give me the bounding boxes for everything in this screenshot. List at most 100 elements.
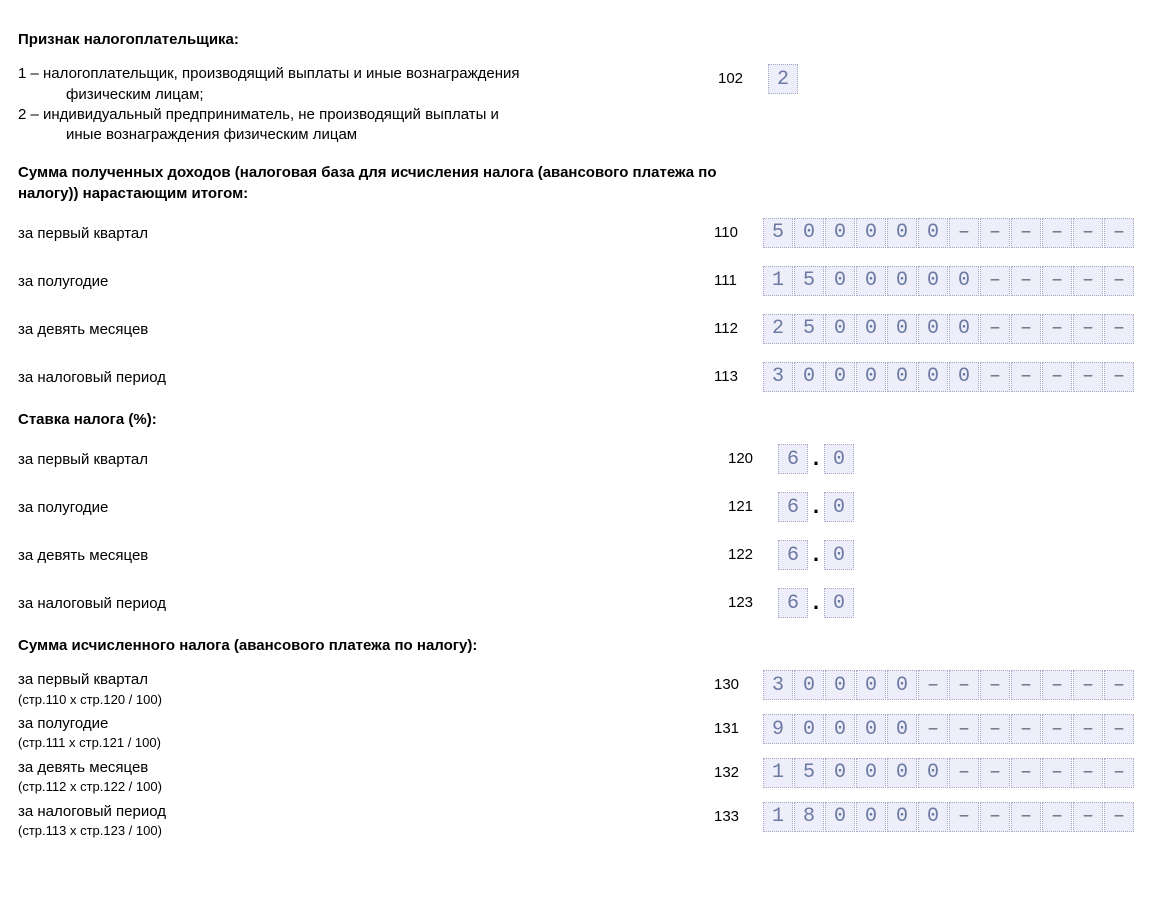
value-cell: –	[949, 758, 979, 788]
row-cells: 90000–––––––	[763, 714, 1135, 744]
value-cell: –	[1073, 802, 1103, 832]
value-cell: 0	[856, 266, 886, 296]
form-row: за налоговый период1236.0	[18, 588, 1135, 618]
value-cell: 3	[763, 362, 793, 392]
value-cell: 0	[887, 670, 917, 700]
row-cells: 1500000–––––	[763, 266, 1135, 296]
value-cell: 9	[763, 714, 793, 744]
value-cell: 0	[918, 266, 948, 296]
value-cell: 0	[856, 670, 886, 700]
row-code: 111	[714, 266, 763, 289]
value-cell: –	[1104, 218, 1134, 248]
value-cell: –	[1011, 802, 1041, 832]
value-cell: 0	[887, 266, 917, 296]
row-cells: 2500000–––––	[763, 314, 1135, 344]
row-code: 123	[728, 588, 778, 611]
value-cell: 0	[856, 314, 886, 344]
row-hint: (стр.111 х стр.121 / 100)	[18, 734, 704, 752]
row-code: 112	[714, 314, 763, 337]
value-cell: 5	[794, 758, 824, 788]
value-cell: 0	[825, 362, 855, 392]
form-row: за первый квартал1206.0	[18, 444, 1135, 474]
value-cell: –	[980, 714, 1010, 744]
value-cell: –	[1104, 314, 1134, 344]
row-label: за девять месяцев	[18, 540, 728, 566]
value-cell: 0	[856, 218, 886, 248]
value-cell: 5	[794, 314, 824, 344]
row-hint: (стр.110 х стр.120 / 100)	[18, 691, 704, 709]
value-cell: 0	[887, 362, 917, 392]
row-label-text: за первый квартал	[18, 670, 704, 690]
value-cell: –	[1011, 714, 1041, 744]
value-cell: 0	[856, 758, 886, 788]
rate-title: Ставка налога (%):	[18, 410, 1135, 430]
value-cell: –	[1073, 758, 1103, 788]
value-cell: .	[809, 492, 823, 522]
value-cell: –	[918, 670, 948, 700]
value-cell: 6	[778, 588, 808, 618]
row-label: за девять месяцев(стр.112 х стр.122 / 10…	[18, 758, 714, 796]
value-cell: 0	[887, 714, 917, 744]
value-cell: –	[1011, 362, 1041, 392]
value-cell: 0	[825, 266, 855, 296]
form-row: за полугодие1111500000–––––	[18, 266, 1135, 296]
value-cell: .	[809, 444, 823, 474]
value-cell: –	[1011, 266, 1041, 296]
value-cell: 0	[825, 218, 855, 248]
value-cell: –	[980, 266, 1010, 296]
row-hint: (стр.112 х стр.122 / 100)	[18, 778, 704, 796]
value-cell: 0	[794, 714, 824, 744]
value-cell: –	[1104, 758, 1134, 788]
row-code: 133	[714, 802, 763, 825]
row-label: за полугодие	[18, 266, 714, 292]
row-label: за налоговый период(стр.113 х стр.123 / …	[18, 802, 714, 840]
row-label: за полугодие(стр.111 х стр.121 / 100)	[18, 714, 714, 752]
row-code: 130	[714, 670, 763, 693]
value-cell: 0	[824, 540, 854, 570]
value-cell: –	[949, 714, 979, 744]
value-cell: –	[949, 670, 979, 700]
value-cell: 0	[949, 266, 979, 296]
row-cells: 6.0	[778, 444, 855, 474]
value-cell: –	[1073, 670, 1103, 700]
calc-title: Сумма исчисленного налога (авансового пл…	[18, 636, 1135, 656]
code-102: 102	[718, 64, 768, 87]
value-cell: 0	[887, 218, 917, 248]
value-cell: 2	[768, 64, 798, 94]
value-cell: 0	[825, 670, 855, 700]
value-cell: –	[1104, 802, 1134, 832]
value-cell: –	[1042, 266, 1072, 296]
value-cell: 3	[763, 670, 793, 700]
value-cell: –	[1073, 714, 1103, 744]
row-cells: 500000––––––	[763, 218, 1135, 248]
value-cell: 0	[949, 362, 979, 392]
value-cell: 5	[794, 266, 824, 296]
value-cell: –	[980, 802, 1010, 832]
row-label-text: за девять месяцев	[18, 758, 704, 778]
value-cell: 0	[887, 314, 917, 344]
value-cell: –	[1104, 362, 1134, 392]
row-cells: 6.0	[778, 540, 855, 570]
value-cell: 0	[918, 218, 948, 248]
form-row: за налоговый период1133000000–––––	[18, 362, 1135, 392]
value-cell: 0	[824, 444, 854, 474]
value-cell: 0	[794, 670, 824, 700]
row-code: 113	[714, 362, 763, 385]
row-code: 131	[714, 714, 763, 737]
taxpayer-attr-title: Признак налогоплательщика:	[18, 30, 1135, 50]
row-hint: (стр.113 х стр.123 / 100)	[18, 822, 704, 840]
form-row: за первый квартал(стр.110 х стр.120 / 10…	[18, 670, 1135, 708]
value-cell: –	[1104, 714, 1134, 744]
value-cell: 6	[778, 444, 808, 474]
value-cell: 0	[918, 314, 948, 344]
def1-line1: 1 – налогоплательщик, производящий выпла…	[18, 65, 520, 82]
value-cell: 0	[887, 802, 917, 832]
value-cell: –	[980, 362, 1010, 392]
form-row: за девять месяцев(стр.112 х стр.122 / 10…	[18, 758, 1135, 796]
value-cell: 0	[824, 492, 854, 522]
row-label: за налоговый период	[18, 362, 714, 388]
row-code: 122	[728, 540, 778, 563]
value-cell: –	[1042, 802, 1072, 832]
value-cell: –	[1073, 314, 1103, 344]
value-cell: –	[1011, 314, 1041, 344]
